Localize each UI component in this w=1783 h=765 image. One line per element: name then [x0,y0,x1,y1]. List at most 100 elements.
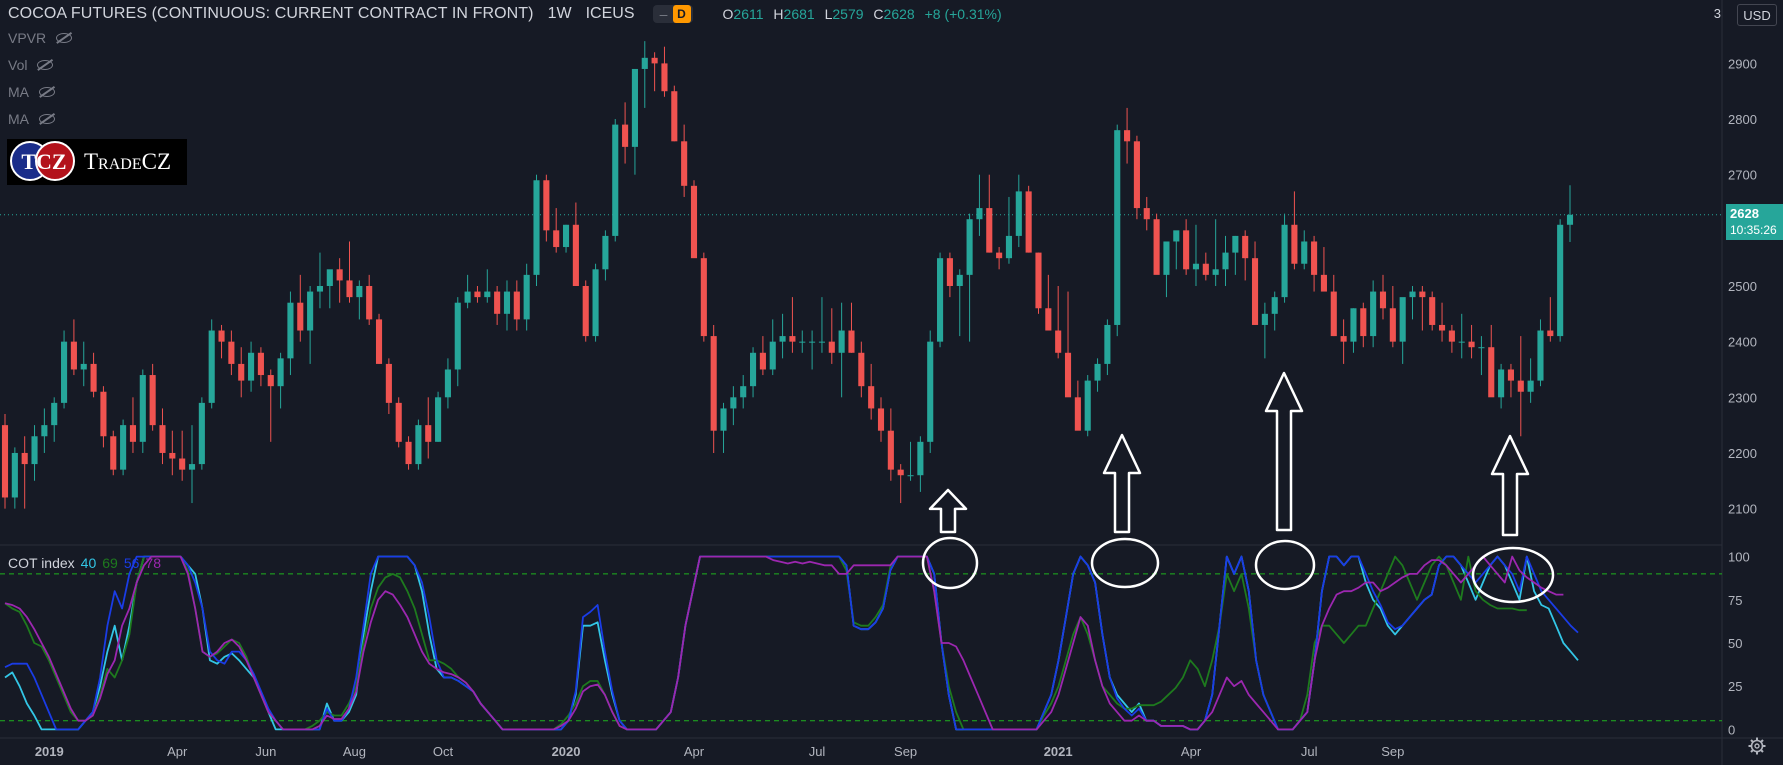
candle-body [622,124,629,147]
high-label: H [773,6,784,22]
candle-body [779,336,786,342]
eye-hidden-icon[interactable] [37,59,54,71]
time-tick-label: Jul [809,744,826,759]
candle-body [631,68,638,147]
candle-body [1163,241,1170,275]
candle-body [1045,308,1052,331]
cot-series-line [4,555,1527,731]
candle-body [1527,380,1534,392]
candle-body [986,208,993,253]
indicator-label: Vol [8,57,28,73]
candle-body [51,402,58,426]
candle-body [533,180,540,275]
candle-body [346,280,353,298]
time-tick-label: 2019 [35,744,64,759]
candle-body [809,341,816,343]
candle-body [513,291,520,320]
candle-body [1517,380,1524,392]
candle-body [1271,297,1278,314]
candle-body [1320,274,1327,292]
candle-body [681,141,688,186]
annotation-ellipse [1090,537,1160,589]
annotation-arrow [1102,433,1142,534]
candle-body [356,286,363,298]
minus-icon[interactable]: – [659,6,668,22]
eye-hidden-icon[interactable] [39,86,55,98]
indicator-label: MA [8,84,29,100]
candle-body [1133,141,1140,209]
candle-body [1055,330,1062,353]
candle-body [1143,208,1150,220]
indicator-vol[interactable]: Vol [8,57,54,73]
cot-series-line [4,555,1579,731]
candle-body [671,91,678,142]
candle-body [21,452,28,465]
candle-body [927,341,934,442]
indicator-ma-1[interactable]: MA [8,84,55,100]
candle-body [1212,269,1219,275]
time-tick-label: Sep [1381,744,1404,759]
time-tick-label: Apr [167,744,188,759]
candle-body [100,391,107,437]
candle-body [129,425,137,442]
candle-body [238,363,245,381]
candle-body [720,408,727,431]
logo-mark-text: TCZ [21,149,67,174]
price-axis-corner: 3 [1713,6,1721,21]
bar-countdown: 10:35:26 [1730,223,1777,237]
candle-body [336,269,343,281]
cot-tick-label: 0 [1728,722,1735,737]
indicator-ma-2[interactable]: MA [8,111,55,127]
candle-body [1507,369,1514,381]
candle-body [287,302,294,359]
eye-hidden-icon[interactable] [56,32,73,44]
candle-body [120,425,127,470]
eye-hidden-icon[interactable] [39,113,55,125]
candle-body [366,286,373,320]
candle-body [976,208,983,220]
candle-body [661,63,668,92]
candle-body [1429,297,1436,325]
candle-body [1389,308,1396,342]
candle-body [1330,291,1337,337]
candle-body [1537,330,1544,381]
candle-body [405,441,412,465]
delayed-badge[interactable]: D [672,5,691,23]
gear-icon[interactable] [1748,737,1766,755]
candle-body [1153,219,1160,275]
cot-legend[interactable]: COT index 40 69 56 78 [8,555,167,571]
time-tick-label: 2020 [552,744,581,759]
currency-select[interactable]: USD [1737,4,1777,26]
candle-body [425,425,432,442]
status-pill[interactable]: – D [652,5,693,23]
candle-body [494,291,501,314]
candle-body [966,219,973,275]
cot-tick-label: 75 [1728,593,1742,608]
time-tick-label: Apr [684,744,705,759]
candle-body [1399,297,1406,342]
candle-body [149,375,156,426]
candle-body [454,302,461,370]
candle-body [11,452,18,498]
timeframe-label[interactable]: 1W [547,5,572,22]
candle-body [1419,291,1426,298]
indicator-vpvr[interactable]: VPVR [8,30,73,46]
symbol-title[interactable]: COCOA FUTURES (CONTINUOUS: CURRENT CONTR… [8,5,534,22]
candle-body [799,341,806,343]
candle-body [907,475,914,477]
price-tick-label: 2800 [1728,112,1757,127]
candle-body [139,375,146,442]
candle-body [1488,347,1495,398]
candle-body [917,441,924,476]
time-tick-label: Sep [894,744,917,759]
candle-body [1084,380,1091,431]
chart-header: COCOA FUTURES (CONTINUOUS: CURRENT CONTR… [8,3,1008,25]
candle-body [1566,214,1574,225]
candle-body [1242,235,1249,259]
change-value: +8 (+0.31%) [924,6,1002,22]
open-label: O [722,6,734,22]
candle-body [415,425,422,465]
candle-body [651,57,658,64]
annotation-ellipse [1471,546,1555,604]
